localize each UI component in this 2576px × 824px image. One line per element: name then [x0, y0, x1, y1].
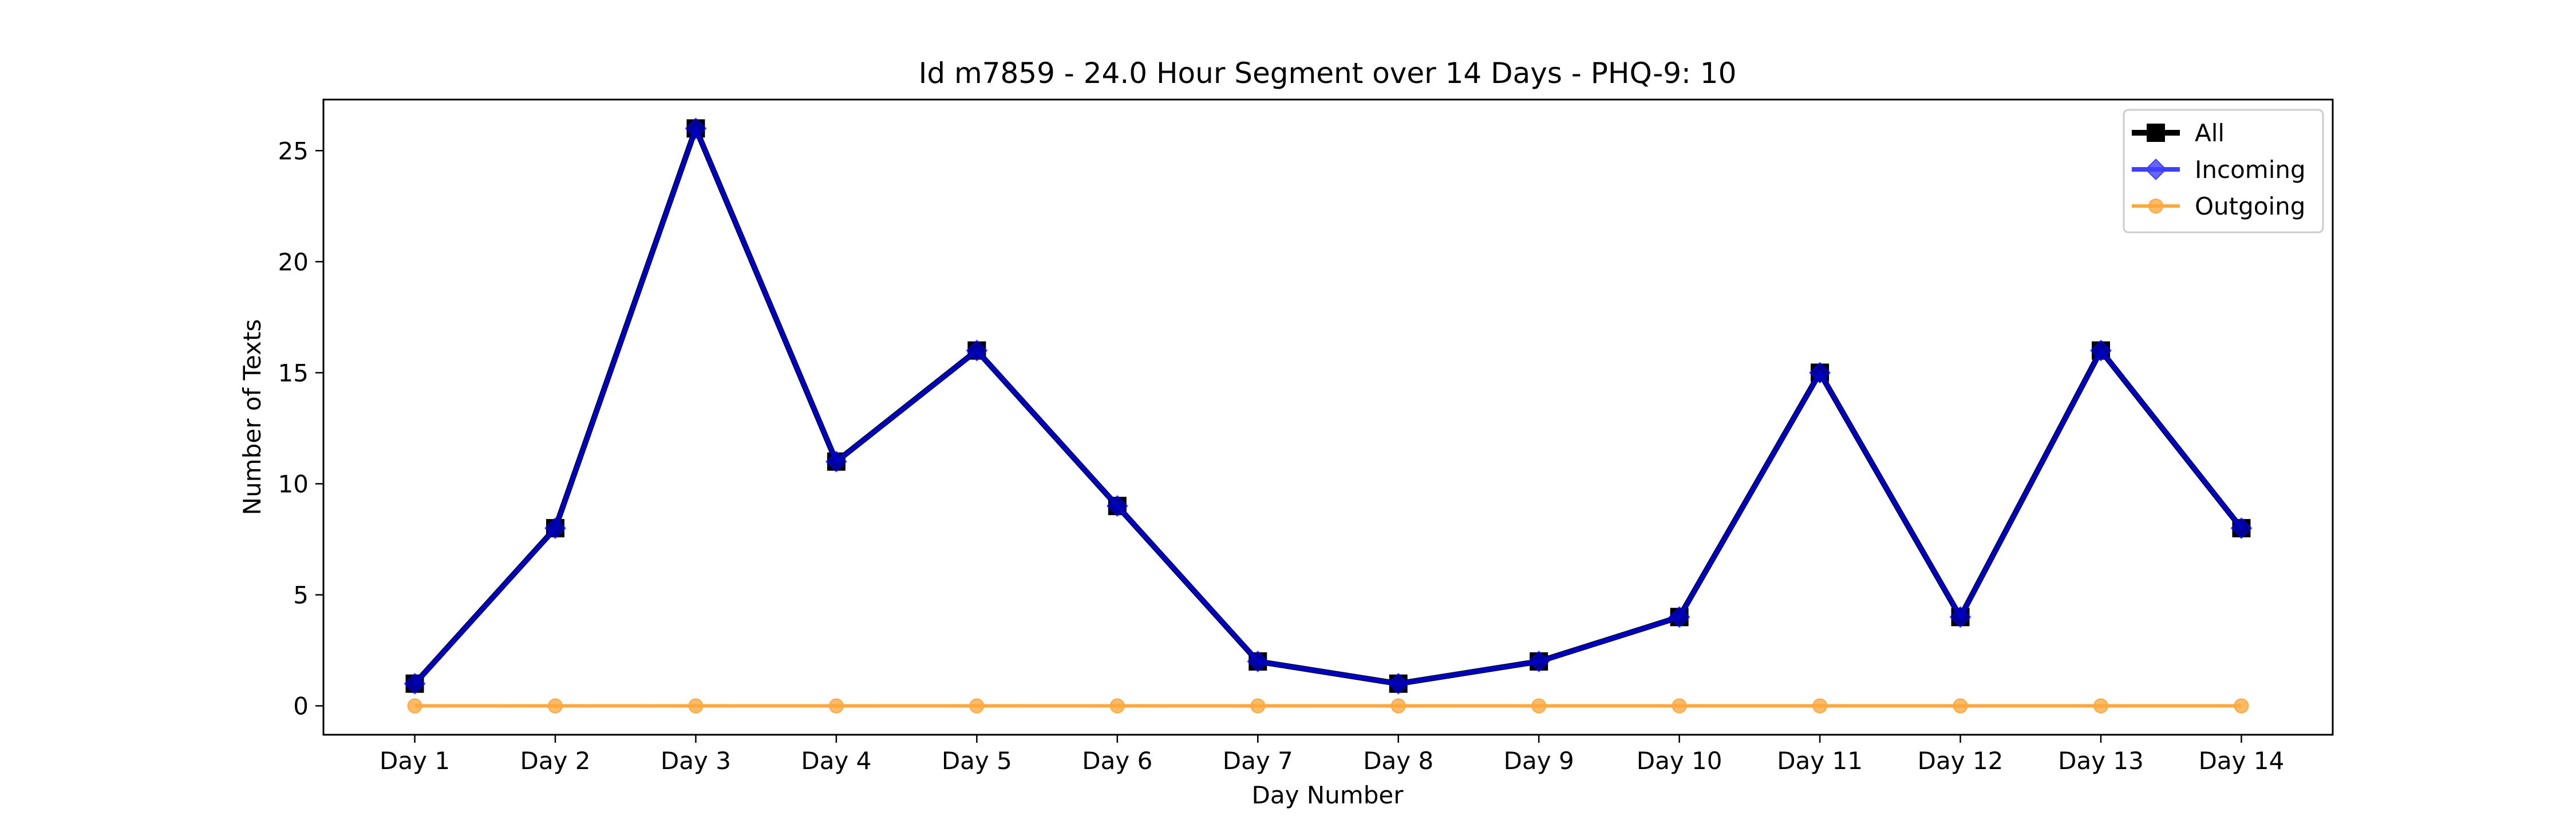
legend-label: All [2195, 119, 2225, 147]
x-tick-label: Day 1 [380, 747, 450, 775]
data-point-outgoing [828, 698, 844, 714]
data-point-incoming [1949, 606, 1971, 628]
series-incoming [404, 117, 2253, 695]
x-tick-label: Day 4 [801, 747, 871, 775]
legend: All Incoming Outgoing [2123, 109, 2324, 233]
plot-frame [322, 98, 2334, 736]
data-point-outgoing [1250, 698, 1266, 714]
x-tick-label: Day 11 [1777, 747, 1863, 775]
data-point-incoming [544, 517, 566, 539]
series-all [405, 119, 2251, 693]
plot-area [404, 117, 2253, 714]
x-tick-label: Day 7 [1223, 747, 1293, 775]
series-outgoing [407, 698, 2249, 714]
x-tick-label: Day 12 [1918, 747, 2004, 775]
legend-item-all [2132, 124, 2180, 142]
y-tick-label: 5 [293, 581, 309, 609]
data-point-outgoing [548, 698, 563, 714]
x-tick-label: Day 6 [1082, 747, 1152, 775]
data-point-incoming [2090, 339, 2112, 362]
legend-item-incoming [2132, 159, 2180, 180]
data-point-outgoing [1812, 698, 1828, 714]
legend-marker [2148, 199, 2163, 213]
y-tick-label: 0 [293, 692, 309, 720]
data-point-outgoing [688, 698, 704, 714]
data-point-outgoing [2093, 698, 2108, 714]
chart-title: Id m7859 - 24.0 Hour Segment over 14 Day… [919, 57, 1737, 90]
legend-label: Incoming [2195, 156, 2306, 184]
y-tick-label: 25 [278, 137, 309, 165]
x-axis-title: Day Number [1251, 781, 1404, 809]
data-point-outgoing [2234, 698, 2249, 714]
y-tick-label: 15 [278, 359, 309, 387]
series-line-incoming [413, 126, 2243, 686]
y-tick-label: 20 [278, 248, 309, 276]
x-tick-label: Day 10 [1637, 747, 1722, 775]
x-tick-label: Day 9 [1504, 747, 1574, 775]
data-point-outgoing [1672, 698, 1687, 714]
x-tick-label: Day 3 [661, 747, 731, 775]
data-point-outgoing [1390, 698, 1406, 714]
data-point-outgoing [1953, 698, 1968, 714]
data-point-outgoing [1109, 698, 1125, 714]
x-tick-label: Day 13 [2058, 747, 2144, 775]
data-point-incoming [1528, 651, 1550, 672]
data-point-incoming [966, 339, 988, 362]
data-point-incoming [1247, 651, 1269, 672]
data-point-incoming [1106, 495, 1128, 517]
legend-item-outgoing [2132, 199, 2180, 213]
data-point-outgoing [969, 698, 985, 714]
y-tick-label: 10 [278, 470, 309, 498]
data-point-incoming [1387, 672, 1409, 695]
y-axis-title: Number of Texts [238, 319, 266, 516]
x-tick-label: Day 2 [520, 747, 590, 775]
legend-box [2123, 109, 2324, 233]
data-point-incoming [404, 672, 426, 695]
legend-label: Outgoing [2195, 192, 2305, 220]
legend-marker [2147, 124, 2165, 142]
data-point-incoming [825, 450, 847, 473]
data-point-outgoing [1531, 698, 1547, 714]
data-point-incoming [685, 117, 707, 140]
data-point-incoming [1668, 606, 1690, 628]
x-tick-label: Day 8 [1363, 747, 1433, 775]
x-tick-label: Day 5 [942, 747, 1012, 775]
data-point-incoming [1809, 362, 1831, 384]
legend-marker [2145, 159, 2167, 180]
data-point-incoming [2230, 517, 2253, 539]
axes: Day 1 Day 2 Day 3 Day 4 Day 5 Day 6 Day 7 Day 8… [278, 137, 2285, 775]
data-point-outgoing [407, 698, 422, 714]
x-tick-label: Day 14 [2199, 747, 2285, 775]
